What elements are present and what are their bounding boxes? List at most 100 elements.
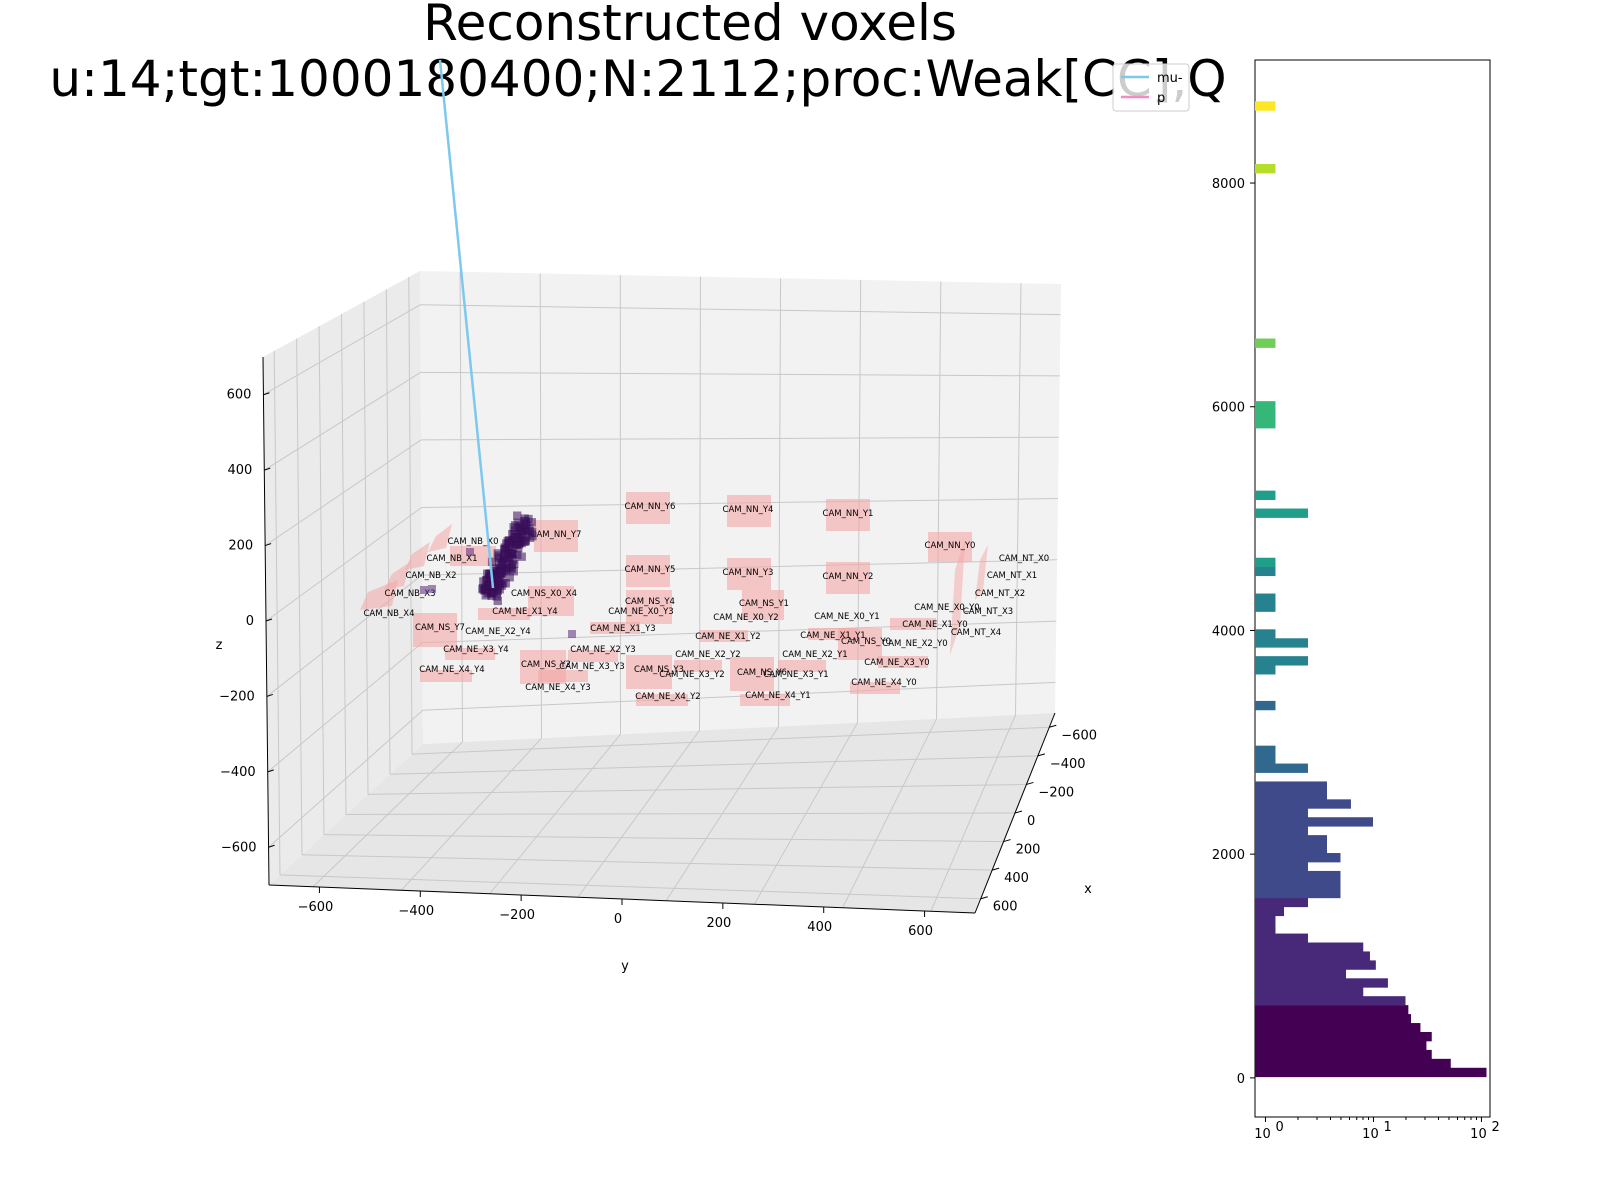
detector-panel: [626, 590, 672, 624]
histogram-bar: [1255, 419, 1276, 429]
camera-label: CAM_NN_Y3: [723, 568, 774, 578]
voxel: [527, 518, 537, 527]
y-tick-label: 400: [807, 920, 832, 935]
histogram-bar: [1255, 566, 1276, 577]
voxel: [511, 533, 520, 542]
z-tick-label: 400: [227, 463, 252, 478]
detector-panel: [890, 618, 936, 630]
histogram-bar: [1255, 888, 1341, 899]
detector-panel: [626, 492, 670, 524]
z-tick-label: 200: [228, 539, 253, 554]
histogram-bar: [1255, 490, 1276, 500]
camera-label: CAM_NE_X4_Y2: [635, 692, 700, 702]
camera-label: CAM_NE_X1_Y0: [902, 620, 967, 630]
voxel: [428, 585, 436, 593]
z-tick-label: −400: [220, 765, 256, 780]
camera-label: CAM_NE_X2_Y1: [782, 650, 847, 660]
grid-line: [389, 755, 1038, 775]
histogram-bar: [1255, 1014, 1412, 1024]
x-tick-mark: [1037, 753, 1045, 757]
detector-panel: [928, 532, 972, 562]
camera-label: CAM_NN_Y0: [925, 541, 976, 551]
camera-label: CAM_NB_X1: [426, 554, 477, 564]
histogram-bar: [1255, 799, 1351, 809]
detector-panel: [528, 586, 574, 616]
hist-x-tick-label: 10: [1470, 1127, 1487, 1142]
y-tick-label: −600: [298, 900, 334, 915]
voxel: [517, 552, 526, 561]
histogram-bar: [1255, 951, 1370, 961]
grid-line: [301, 854, 993, 871]
detector-panel: [413, 613, 457, 647]
side-pane: [263, 271, 423, 885]
voxel: [493, 573, 502, 582]
detector-panel: [405, 542, 430, 570]
y-tick-label: −200: [499, 908, 535, 923]
histogram-bar: [1255, 629, 1276, 639]
camera-label: CAM_NE_X2_Y0: [882, 639, 947, 649]
detector-panel: [534, 520, 578, 552]
voxel: [492, 592, 501, 601]
histogram-bar: [1255, 401, 1276, 411]
camera-label: CAM_NB_X0: [447, 537, 498, 547]
camera-label: CAM_NE_X3_Y4: [443, 645, 508, 655]
x-tick-label: −400: [1050, 757, 1086, 772]
voxel: [466, 548, 474, 556]
camera-label: CAM_NB_X2: [405, 571, 456, 581]
histogram-bar: [1255, 1005, 1409, 1015]
hist-x-tick-exponent: 2: [1491, 1120, 1499, 1135]
hist-y-tick-label: 0: [1237, 1072, 1245, 1087]
camera-label: CAM_NE_X4_Y4: [419, 665, 484, 675]
camera-label: CAM_NB_X3: [384, 589, 435, 599]
camera-label: CAM_NN_Y6: [625, 502, 676, 512]
z-tick-mark: [268, 844, 275, 848]
histogram-bar: [1255, 853, 1341, 863]
camera-label: CAM_NS_X0_X4: [511, 589, 577, 599]
camera-label: CAM_NE_X2_Y2: [675, 650, 740, 660]
x-tick-mark: [980, 896, 988, 900]
camera-label: CAM_NE_X1_Y1: [800, 631, 865, 641]
detector-panel: [700, 630, 748, 642]
hist-x-tick-label: 10: [1362, 1127, 1379, 1142]
grid-line: [363, 301, 369, 795]
histogram-bar: [1255, 593, 1276, 603]
chart-title: Reconstructed voxels: [423, 0, 957, 52]
histogram-bar: [1255, 844, 1327, 854]
z-axis-label: z: [216, 638, 223, 653]
histogram-bar: [1255, 835, 1327, 845]
camera-label: CAM_NS_Y0: [841, 637, 891, 647]
detector-panel: [727, 495, 771, 527]
histogram-bar: [1255, 1067, 1487, 1078]
x-tick-label: −600: [1061, 728, 1097, 743]
x-axis-label: x: [1084, 882, 1092, 897]
histogram-bar: [1255, 879, 1341, 890]
detector-panel: [727, 558, 771, 590]
camera-label: CAM_NE_X0_Y3: [608, 607, 673, 617]
histogram-bar: [1255, 933, 1308, 943]
detector-panel: [850, 682, 900, 694]
camera-label: CAM_NE_X2_Y3: [570, 645, 635, 655]
histogram-frame: [1254, 59, 1491, 1118]
voxel: [510, 521, 520, 530]
histogram-bar: [1255, 915, 1276, 926]
x-tick-label: −200: [1038, 785, 1074, 800]
voxel: [489, 582, 499, 591]
camera-label: CAM_NN_Y1: [823, 509, 874, 519]
y-tick-label: 600: [908, 924, 933, 939]
legend-label: mu-: [1157, 71, 1183, 86]
camera-label: CAM_NS_Y7: [415, 623, 465, 633]
detector-panel: [740, 694, 790, 706]
camera-label: CAM_NE_X0_Y2: [713, 613, 778, 623]
hist-y-tick-label: 2000: [1212, 848, 1245, 863]
detector-panel: [674, 660, 722, 672]
camera-label: CAM_NE_X1_Y3: [590, 624, 655, 634]
grid-line: [296, 338, 303, 855]
histogram-bar: [1255, 790, 1327, 800]
histogram-bar: [1255, 942, 1364, 952]
histogram-bar: [1255, 978, 1388, 988]
y-tick-label: 0: [614, 912, 622, 927]
camera-label: CAM_NS_Y3: [634, 665, 684, 675]
histogram-bar: [1255, 557, 1276, 568]
detector-panel: [568, 650, 618, 662]
detector-panel: [808, 628, 858, 640]
